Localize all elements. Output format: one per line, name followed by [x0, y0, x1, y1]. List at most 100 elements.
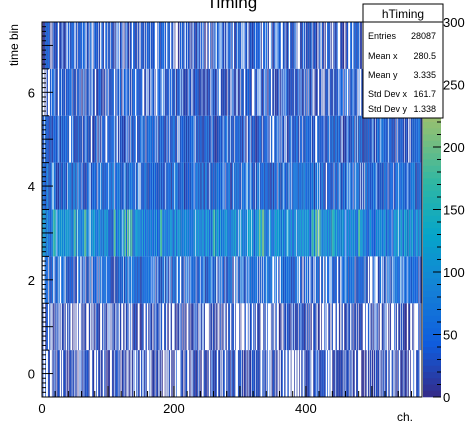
heatmap-cell: [337, 162, 339, 210]
heatmap-cell: [123, 162, 124, 210]
heatmap-cell: [68, 256, 70, 304]
heatmap-cell: [227, 256, 229, 304]
heatmap-cell: [324, 209, 326, 257]
heatmap-cell: [240, 115, 242, 163]
heatmap-cell: [216, 115, 218, 163]
heatmap-cell: [374, 115, 376, 163]
heatmap-cell: [80, 68, 81, 116]
heatmap-cell: [140, 115, 142, 163]
heatmap-cell: [89, 115, 91, 163]
heatmap-cell: [204, 303, 205, 351]
heatmap-cell: [127, 256, 128, 304]
heatmap-cell: [325, 209, 326, 257]
heatmap-cell: [338, 303, 340, 351]
heatmap-cell: [159, 162, 161, 210]
heatmap-cell: [258, 162, 260, 210]
heatmap-cell: [144, 22, 146, 69]
heatmap-cell: [177, 68, 178, 116]
heatmap-cell: [89, 209, 91, 257]
heatmap-cell: [365, 115, 367, 163]
heatmap-cell: [198, 256, 200, 304]
heatmap-cell: [409, 256, 411, 304]
heatmap-cell: [309, 68, 310, 116]
heatmap-cell: [106, 209, 108, 257]
heatmap-cell: [132, 303, 134, 351]
heatmap-cell: [239, 22, 241, 69]
heatmap-cell: [133, 209, 135, 257]
heatmap-cell: [53, 350, 54, 398]
heatmap-cell: [417, 115, 419, 163]
heatmap-cell: [402, 350, 404, 398]
heatmap-cell: [142, 22, 144, 69]
heatmap-cell: [239, 209, 240, 257]
heatmap-cell: [131, 162, 132, 210]
heatmap-cell: [361, 350, 363, 398]
heatmap-cell: [53, 68, 55, 116]
heatmap-cell: [249, 162, 250, 210]
heatmap-cell: [133, 115, 134, 163]
heatmap-cell: [73, 350, 75, 398]
heatmap-cell: [59, 303, 61, 351]
heatmap-cell: [179, 162, 181, 210]
heatmap-cell: [303, 162, 305, 210]
heatmap-cell: [408, 256, 409, 304]
heatmap-cell: [323, 350, 325, 398]
heatmap-cell: [264, 303, 266, 351]
heatmap-cell: [202, 162, 204, 210]
heatmap-cell: [146, 256, 147, 304]
heatmap-cell: [79, 115, 81, 163]
heatmap-cell: [307, 303, 309, 351]
heatmap-cell: [197, 115, 198, 163]
heatmap-cell: [309, 209, 311, 257]
heatmap-cell: [102, 256, 103, 304]
heatmap-cell: [256, 22, 258, 69]
heatmap-cell: [121, 162, 123, 210]
heatmap-cell: [117, 303, 118, 351]
heatmap-cell: [328, 22, 330, 69]
heatmap-cell: [145, 256, 147, 304]
heatmap-cell: [398, 162, 400, 210]
heatmap-cell: [175, 303, 177, 351]
heatmap-cell: [229, 209, 231, 257]
heatmap-cell: [176, 68, 178, 116]
heatmap-cell: [267, 209, 269, 257]
heatmap-cell: [125, 303, 127, 351]
heatmap-cell: [201, 256, 203, 304]
heatmap-cell: [329, 22, 331, 69]
heatmap-cell: [125, 209, 127, 257]
heatmap-cell: [404, 209, 405, 257]
heatmap-cell: [69, 256, 70, 304]
heatmap-cells: [42, 22, 423, 398]
heatmap-cell: [309, 115, 310, 163]
heatmap-cell: [336, 162, 337, 210]
heatmap-cell: [231, 303, 233, 351]
heatmap-cell: [414, 256, 416, 304]
heatmap-cell: [137, 256, 139, 304]
heatmap-cell: [121, 209, 122, 257]
heatmap-cell: [172, 68, 174, 116]
heatmap-cell: [208, 209, 210, 257]
heatmap-cell: [339, 162, 341, 210]
heatmap-cell: [98, 209, 99, 257]
heatmap-cell: [361, 256, 363, 304]
heatmap-cell: [214, 22, 215, 69]
heatmap-cell: [403, 162, 405, 210]
heatmap-cell: [330, 68, 332, 116]
heatmap-cell: [206, 22, 208, 69]
heatmap-cell: [284, 303, 285, 351]
heatmap-cell: [354, 256, 355, 304]
heatmap-cell: [366, 209, 368, 257]
heatmap-cell: [334, 162, 335, 210]
heatmap-cell: [400, 115, 401, 163]
heatmap-cell: [257, 162, 259, 210]
heatmap-cell: [344, 209, 346, 257]
heatmap-cell: [198, 162, 200, 210]
heatmap-cell: [336, 22, 338, 69]
heatmap-cell: [57, 162, 58, 210]
heatmap-cell: [402, 303, 404, 351]
heatmap-cell: [321, 68, 323, 116]
heatmap-cell: [183, 209, 185, 257]
heatmap-cell: [409, 303, 411, 351]
heatmap-cell: [153, 22, 155, 69]
heatmap-cell: [98, 162, 100, 210]
